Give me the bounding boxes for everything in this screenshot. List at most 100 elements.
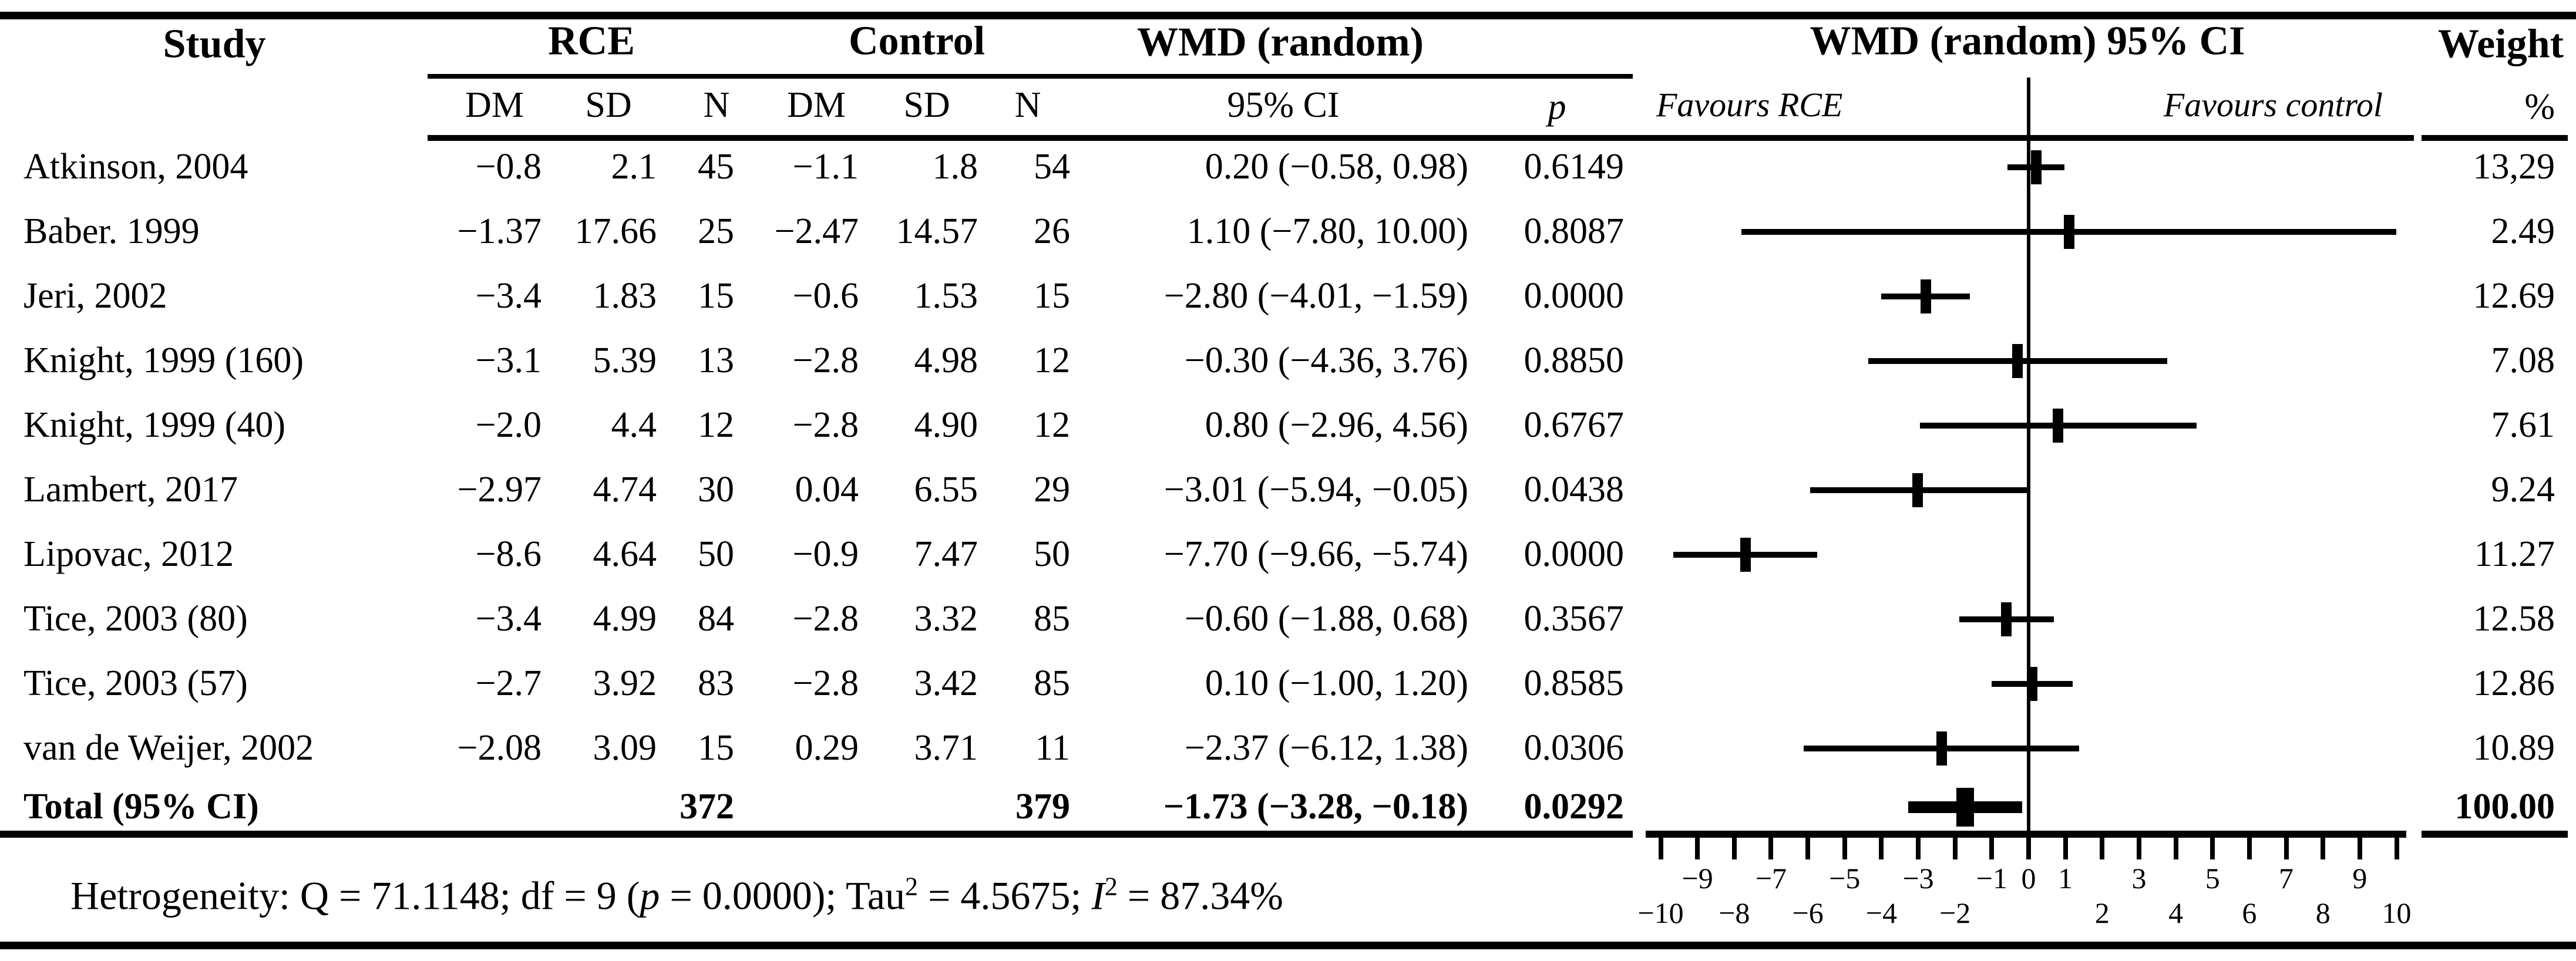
axis-tick-label: 3 <box>2131 862 2147 895</box>
row-c-dm-cell: −2.8 <box>792 404 859 445</box>
row-ci-text-cell: −7.70 (−9.66, −5.74) <box>1163 534 1468 574</box>
row-weight-cell: 12.58 <box>2473 598 2555 639</box>
axis-tick-label: −5 <box>1829 862 1861 895</box>
rce-group-header: RCE <box>548 18 635 64</box>
row-weight-cell: 12.69 <box>2473 275 2555 316</box>
row-p-cell: 0.0000 <box>1524 534 1625 574</box>
row-weight-cell: 2.49 <box>2491 211 2555 251</box>
row-rce-sd-cell: 4.99 <box>593 598 657 639</box>
favours-right-label: Favours control <box>2163 85 2383 124</box>
row-c-n-cell: 85 <box>1034 663 1070 703</box>
row-c-sd-cell: 4.98 <box>914 340 978 380</box>
weight-column-header: Weight <box>2438 21 2564 67</box>
row-c-dm-cell: −2.8 <box>792 340 859 380</box>
row-ci-text-cell: −0.30 (−4.36, 3.76) <box>1184 340 1468 380</box>
axis-tick-label: −2 <box>1939 896 1971 929</box>
row-rce-n-cell: 83 <box>698 663 734 703</box>
row-rce-dm-cell: −2.0 <box>475 404 542 445</box>
heterogeneity-segment: Hetrogeneity: Q = 71.1148; df = 9 ( <box>70 873 640 918</box>
percent-header: % <box>2524 86 2555 127</box>
axis-tick <box>2136 838 2141 859</box>
axis-tick <box>1952 838 1958 859</box>
total-weight-cell: 100.00 <box>2454 786 2555 827</box>
total-c-n-cell: 379 <box>1015 786 1070 827</box>
top-border <box>0 12 2576 19</box>
axis-tick-label: 10 <box>2382 896 2412 929</box>
row-rce-sd-cell: 3.92 <box>593 663 657 703</box>
row-c-dm-cell: −2.8 <box>792 598 859 639</box>
axis-tick <box>2357 838 2362 859</box>
axis-tick <box>2210 838 2215 859</box>
rce-n-header: N <box>703 85 730 125</box>
row-weight-cell: 7.08 <box>2491 340 2555 380</box>
axis-tick <box>1916 838 1921 859</box>
row-p-cell: 0.6149 <box>1524 146 1625 187</box>
heterogeneity-text: Hetrogeneity: Q = 71.1148; df = 9 (p = 0… <box>70 872 1283 918</box>
subheader-underline <box>428 135 2414 141</box>
row-rce-n-cell: 25 <box>698 211 734 251</box>
axis-tick-label: −6 <box>1792 896 1824 929</box>
row-rce-sd-cell: 1.83 <box>593 275 657 316</box>
row-c-dm-cell: 0.29 <box>795 727 859 768</box>
total-ci-text-cell: −1.73 (−3.28, −0.18) <box>1163 786 1468 827</box>
axis-tick <box>2063 838 2068 859</box>
wmd-group-header: WMD (random) <box>1137 19 1424 65</box>
row-rce-dm-cell: −3.1 <box>475 340 542 380</box>
point-estimate-marker <box>1920 279 1931 313</box>
axis-tick <box>2247 838 2252 859</box>
row-rce-n-cell: 15 <box>698 275 734 316</box>
row-study-cell: van de Weijer, 2002 <box>23 727 314 768</box>
axis-tick <box>1879 838 1884 859</box>
row-p-cell: 0.8585 <box>1524 663 1625 703</box>
row-c-sd-cell: 3.42 <box>914 663 978 703</box>
axis-tick-label: −1 <box>1976 862 2007 895</box>
row-c-dm-cell: −2.8 <box>792 663 859 703</box>
axis-tick-label: −4 <box>1865 896 1897 929</box>
point-estimate-marker <box>2012 344 2023 378</box>
row-study-cell: Lambert, 2017 <box>23 469 238 510</box>
point-estimate-marker <box>2030 150 2042 184</box>
row-weight-cell: 7.61 <box>2491 404 2555 445</box>
row-p-cell: 0.8087 <box>1524 211 1625 251</box>
row-rce-dm-cell: −8.6 <box>475 534 542 574</box>
row-c-sd-cell: 4.90 <box>914 404 978 445</box>
row-c-n-cell: 26 <box>1034 211 1070 251</box>
row-c-sd-cell: 1.53 <box>914 275 978 316</box>
row-rce-sd-cell: 5.39 <box>593 340 657 380</box>
row-rce-sd-cell: 2.1 <box>611 146 657 187</box>
row-weight-cell: 9.24 <box>2491 469 2555 510</box>
row-rce-n-cell: 50 <box>698 534 734 574</box>
row-c-dm-cell: −0.9 <box>792 534 859 574</box>
row-p-cell: 0.0000 <box>1524 275 1625 316</box>
point-estimate-marker <box>2001 602 2012 636</box>
row-ci-text-cell: −0.60 (−1.88, 0.68) <box>1184 598 1468 639</box>
total-underline-table <box>0 831 1633 838</box>
zero-line <box>2027 77 2030 831</box>
bottom-border <box>0 942 2576 949</box>
row-rce-n-cell: 84 <box>698 598 734 639</box>
heterogeneity-segment: = 4.5675; <box>917 873 1092 918</box>
row-ci-text-cell: 0.20 (−0.58, 0.98) <box>1205 146 1468 187</box>
axis-tick-label: 1 <box>2058 862 2073 895</box>
axis-tick-label: −9 <box>1682 862 1713 895</box>
row-c-sd-cell: 6.55 <box>914 469 978 510</box>
row-c-sd-cell: 3.32 <box>914 598 978 639</box>
axis-tick <box>2173 838 2178 859</box>
point-estimate-marker <box>2053 409 2064 443</box>
total-study-cell: Total (95% CI) <box>23 786 259 827</box>
row-rce-dm-cell: −0.8 <box>475 146 542 187</box>
row-rce-n-cell: 15 <box>698 727 734 768</box>
axis-tick-label: 5 <box>2205 862 2220 895</box>
row-rce-n-cell: 12 <box>698 404 734 445</box>
total-underline-weight <box>2422 831 2568 838</box>
control-sd-header: SD <box>903 85 950 125</box>
row-weight-cell: 11.27 <box>2474 534 2555 574</box>
total-point-estimate-marker <box>1956 788 1974 827</box>
row-rce-dm-cell: −2.97 <box>457 469 542 510</box>
superscript-2: 2 <box>904 872 918 901</box>
heterogeneity-segment: = 87.34% <box>1117 873 1283 918</box>
group-header-underline <box>428 74 1633 79</box>
row-ci-text-cell: −2.37 (−6.12, 1.38) <box>1184 727 1468 768</box>
row-rce-n-cell: 30 <box>698 469 734 510</box>
